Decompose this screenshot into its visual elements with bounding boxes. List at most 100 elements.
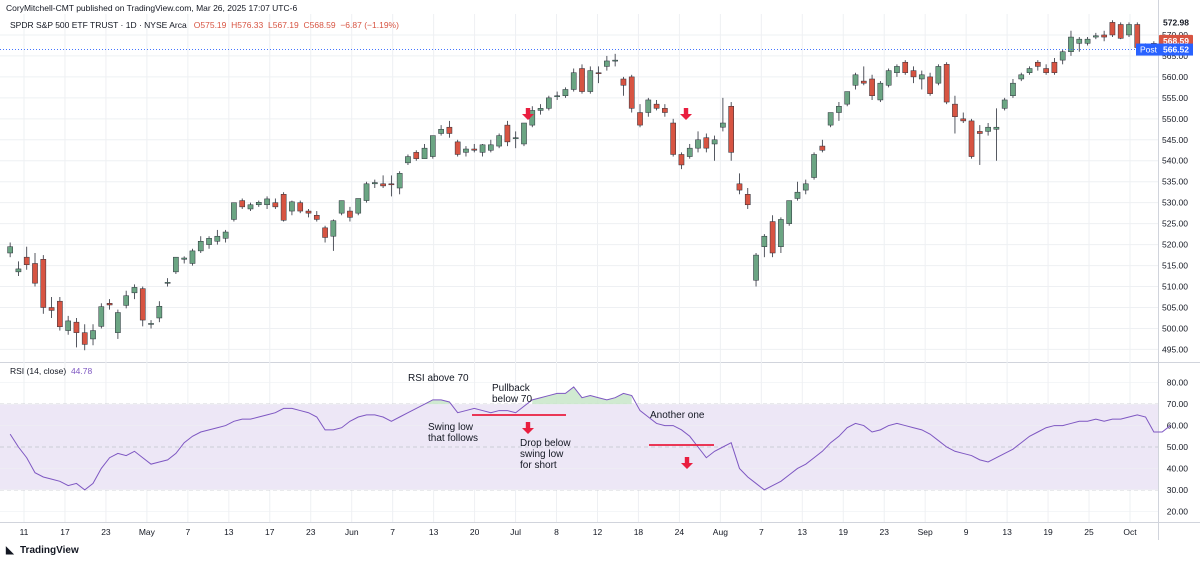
candle-body <box>927 76 933 94</box>
candle-body <box>587 70 594 92</box>
candle-body <box>73 321 80 333</box>
ohlc-low: L567.19 <box>268 20 299 30</box>
annotation-another-one-line: Another one <box>650 410 705 421</box>
candle-body <box>860 80 867 84</box>
annotation-drop-below-line: for short <box>520 460 557 471</box>
candle-body <box>546 97 552 109</box>
candle-body <box>819 145 826 151</box>
candle-body <box>115 312 121 333</box>
candle-body <box>811 154 817 178</box>
candle-body <box>711 139 718 145</box>
candle-body <box>123 295 129 306</box>
candle-body <box>537 108 544 111</box>
candle-body <box>371 182 378 185</box>
candle-body <box>330 220 337 237</box>
rsi-value: 44.78 <box>70 366 93 376</box>
ohlc-open: O575.19 <box>193 20 227 30</box>
candle-body <box>1068 36 1074 52</box>
time-tick-label: 8 <box>554 527 559 537</box>
post-tag-value: 566.52 <box>1163 45 1189 55</box>
candle-body <box>363 183 370 201</box>
candle-body <box>430 135 436 157</box>
candle-body <box>504 124 511 143</box>
time-tick-label: Sep <box>918 527 933 537</box>
candle-body <box>156 305 163 319</box>
time-tick-label: 24 <box>675 527 685 537</box>
candle-body <box>181 257 188 260</box>
annotation-drop-below-line: Drop below <box>520 438 571 449</box>
time-tick-label: 17 <box>265 527 275 537</box>
rsi-tick-label: 50.00 <box>1167 442 1189 452</box>
rsi-arrow-1-icon <box>522 422 534 434</box>
candle-body <box>620 78 627 86</box>
candle-body <box>148 323 154 325</box>
annotation-pullback-line: Pullback <box>492 383 531 394</box>
candle-body <box>338 200 345 214</box>
candle-body <box>968 120 975 157</box>
candle-body <box>1051 61 1058 73</box>
candle-body <box>612 59 618 62</box>
candle-body <box>570 72 577 90</box>
candle-body <box>388 183 395 186</box>
candle-body <box>322 227 328 238</box>
candle-body <box>231 202 237 220</box>
candle-body <box>943 64 950 103</box>
candle-body <box>1043 68 1049 73</box>
price-tick-label: 495.00 <box>1162 344 1188 354</box>
candle-body <box>90 330 96 340</box>
symbol-name: SPDR S&P 500 ETF TRUST · 1D · NYSE Arca <box>10 20 187 30</box>
candle-body <box>877 82 884 101</box>
candle-body <box>463 148 469 153</box>
candle-body <box>761 235 768 247</box>
price-tag-bg <box>1159 16 1193 29</box>
time-tick-label: 18 <box>634 527 644 537</box>
candle-body <box>139 288 146 321</box>
candle-body <box>579 68 585 92</box>
rsi-line <box>9 386 1171 491</box>
candle-body <box>197 240 204 252</box>
price-tick-label: 505.00 <box>1162 302 1188 312</box>
publisher-line: CoryMitchell-CMT published on TradingVie… <box>6 3 298 13</box>
price-tick-label: 535.00 <box>1162 177 1188 187</box>
candle-body <box>313 215 320 220</box>
time-tick-label: 11 <box>20 527 29 537</box>
rsi-label: RSI (14, close) 44.78 <box>10 366 92 376</box>
candle-body <box>496 135 502 147</box>
time-tick-label: 23 <box>879 527 889 537</box>
time-tick-label: 19 <box>1043 527 1053 537</box>
time-tick-label: 13 <box>798 527 808 537</box>
price-tick-label: 550.00 <box>1162 114 1188 124</box>
candle-body <box>1117 24 1124 39</box>
rsi-tick-label: 20.00 <box>1167 506 1189 516</box>
candle-body <box>769 221 776 254</box>
candle-body <box>910 70 917 78</box>
ohlc-change: −6.87 (−1.19%) <box>340 20 399 30</box>
candle-body <box>1084 38 1091 44</box>
candle-body <box>852 74 859 86</box>
candle-body <box>753 254 759 281</box>
candle-body <box>1010 82 1016 97</box>
tradingview-logo-text: TradingView <box>20 545 79 556</box>
rsi-tick-label: 30.00 <box>1167 485 1189 495</box>
candle-body <box>488 144 494 151</box>
time-tick-label: 9 <box>964 527 969 537</box>
price-tick-label: 510.00 <box>1162 282 1188 292</box>
time-tick-label: 13 <box>224 527 234 537</box>
candle-body <box>131 287 138 294</box>
candle-body <box>686 147 693 157</box>
price-tick-label: 530.00 <box>1162 198 1188 208</box>
time-tick-label: 25 <box>1084 527 1094 537</box>
candle-body <box>902 61 909 73</box>
candle-body <box>512 137 519 139</box>
rsi-title: RSI (14, close) <box>10 366 67 376</box>
rsi-tick-label: 80.00 <box>1167 378 1189 388</box>
candle-body <box>438 129 444 134</box>
candle-body <box>653 103 660 109</box>
time-tick-label: 7 <box>390 527 395 537</box>
candle-body <box>289 201 295 212</box>
candle-body <box>778 219 784 247</box>
candle-body <box>529 110 536 126</box>
candle-body <box>645 99 652 113</box>
candle-body <box>703 137 710 149</box>
